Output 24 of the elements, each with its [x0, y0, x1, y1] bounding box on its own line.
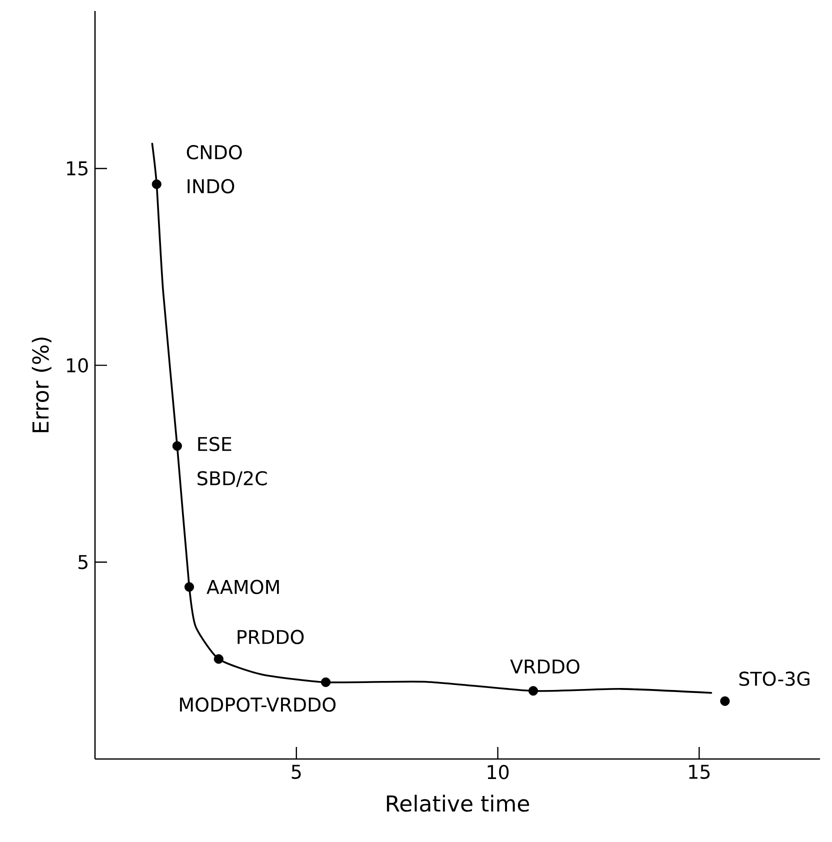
y-axis-title: Error (%)	[32, 338, 52, 432]
annotation: VRDDO	[510, 659, 580, 674]
point	[528, 686, 538, 696]
x-tick-label: 10	[488, 764, 509, 780]
point	[152, 179, 162, 189]
annotation: CNDO	[186, 145, 242, 160]
point	[184, 582, 194, 592]
y-tick-label: 15	[67, 161, 88, 176]
x-axis-title: Relative time	[386, 794, 530, 812]
annotation: SBD/2C	[198, 471, 267, 487]
point	[172, 441, 182, 451]
annotation: INDO	[188, 179, 234, 194]
x-tick-label: 5	[292, 764, 301, 779]
y-tick-label: 5	[78, 555, 88, 570]
point	[720, 696, 730, 706]
annotation: ESE	[198, 436, 232, 452]
annotation: AAMOM	[206, 580, 279, 594]
point	[214, 654, 224, 664]
x-tick-label: 15	[689, 764, 710, 779]
point	[321, 677, 331, 688]
annotation: MODPOT-VRDDO	[180, 697, 336, 712]
annotation: PRDDO	[238, 630, 304, 644]
y-tick-label: 10	[67, 358, 88, 372]
annotation: STO-3G	[739, 672, 810, 686]
